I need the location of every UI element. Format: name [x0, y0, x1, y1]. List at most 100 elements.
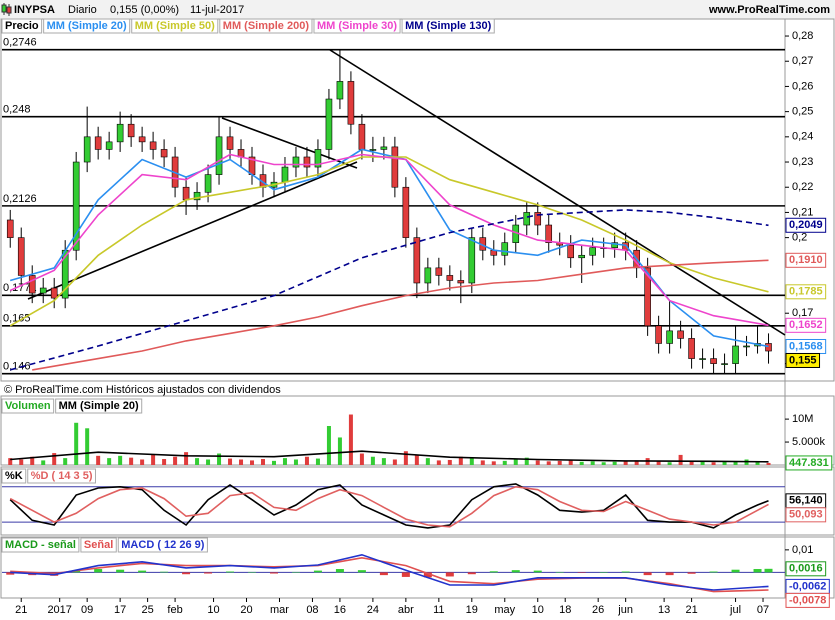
candle-body — [765, 343, 772, 352]
legend-label: MM (Simple 130) — [405, 20, 492, 32]
macd-bar — [445, 572, 454, 577]
x-tick-label: 18 — [559, 604, 571, 616]
y-tick-label: 0,24 — [792, 131, 813, 143]
volume-bar — [206, 459, 211, 465]
volume-bar — [8, 458, 13, 465]
volume-bar — [41, 460, 46, 465]
stochastic-panel — [0, 466, 835, 536]
candle-body — [567, 244, 575, 259]
y-tick-label: 0,17 — [792, 307, 813, 319]
volume-bar — [184, 452, 189, 465]
macd-bar — [269, 572, 278, 574]
value-box-label: 0,1652 — [789, 319, 823, 331]
value-box-label: 447.831 — [789, 457, 829, 469]
macd-bar — [248, 571, 257, 573]
x-tick-label: 17 — [114, 604, 126, 616]
value-box — [785, 352, 821, 368]
macd-bar — [687, 572, 696, 574]
value-box-label: 0,1785 — [789, 286, 823, 298]
volume-bar — [601, 462, 606, 465]
legend-box — [80, 537, 117, 553]
candle-body — [314, 149, 322, 168]
volume-bar — [370, 456, 375, 465]
macd-bar — [291, 571, 300, 573]
legend-box — [131, 18, 219, 34]
volume-bar — [151, 454, 156, 465]
volume-bar — [348, 414, 353, 465]
candle-body — [402, 186, 410, 238]
legend-label: Precio — [5, 20, 39, 32]
candle-body — [336, 81, 344, 100]
volume-bar — [30, 456, 35, 465]
value-box — [785, 507, 827, 523]
volume-bar — [733, 461, 738, 465]
legend-label: Señal — [84, 539, 113, 551]
candle-body — [446, 275, 454, 281]
macd-panel — [0, 536, 835, 599]
candle-body — [710, 358, 717, 364]
candle-body — [743, 345, 750, 348]
x-tick-label: 10 — [207, 604, 219, 616]
series-line — [10, 553, 769, 591]
macd-bar — [226, 571, 235, 573]
candle-body — [149, 141, 157, 150]
volume-bar — [271, 460, 276, 465]
x-tick-label: feb — [167, 604, 182, 616]
macd-bar — [643, 572, 652, 576]
legend-box — [55, 398, 143, 414]
x-tick-label: 21 — [15, 604, 27, 616]
value-box — [785, 561, 827, 577]
y-tick-label: 0,27 — [792, 55, 813, 67]
volume-bar — [689, 460, 694, 465]
y-tick-label: 10M — [792, 413, 813, 425]
volume-bar — [129, 457, 134, 465]
x-tick-label: 08 — [306, 604, 318, 616]
macd-bar — [511, 570, 520, 573]
volume-bar — [656, 461, 661, 465]
volume-bar — [612, 461, 617, 465]
volume-bar — [502, 460, 507, 465]
trend-lines — [27, 49, 786, 336]
candle-body — [358, 123, 366, 150]
volume-bar — [524, 457, 529, 465]
macd-bar — [182, 572, 191, 575]
legend-box — [313, 18, 401, 34]
legend-label: %K — [5, 470, 23, 482]
level-label: 0,146 — [3, 361, 31, 373]
candle-body — [94, 136, 102, 150]
y-tick-label: 0,28 — [792, 30, 813, 42]
x-tick-label: 26 — [592, 604, 604, 616]
volume-bar — [667, 462, 672, 465]
candle-body — [391, 146, 399, 188]
legend-label: %D ( 14 3 5) — [31, 470, 93, 482]
macd-bar — [533, 570, 542, 573]
volume-bar — [250, 460, 255, 465]
legend-box — [219, 18, 313, 34]
legend-box — [1, 537, 80, 553]
value-box — [785, 284, 827, 300]
volume-bar — [755, 462, 760, 465]
legend-box — [1, 398, 55, 414]
candle-body — [666, 330, 673, 344]
y-tick-label: 0,25 — [792, 106, 813, 118]
date: 11-jul-2017 — [190, 4, 244, 16]
value-box — [785, 455, 833, 471]
volume-bar — [282, 458, 287, 465]
volume-bar — [491, 461, 496, 465]
candle-body — [523, 212, 531, 226]
candle-body — [160, 149, 168, 158]
volume-bar — [392, 459, 397, 465]
candle-body — [589, 247, 596, 256]
macd-bar — [204, 572, 213, 574]
legend-label: MM (Simple 20) — [47, 20, 127, 32]
volume-bar — [678, 454, 683, 465]
volume-bar — [436, 460, 441, 465]
level-label: 0,165 — [3, 313, 31, 325]
candle-body — [182, 186, 190, 201]
volume-bar — [239, 459, 244, 465]
x-tick-label: jun — [617, 604, 633, 616]
volume-bar — [469, 458, 474, 465]
volume-bar — [535, 460, 540, 465]
volume-bar — [96, 455, 101, 465]
volume-bar — [403, 451, 408, 465]
